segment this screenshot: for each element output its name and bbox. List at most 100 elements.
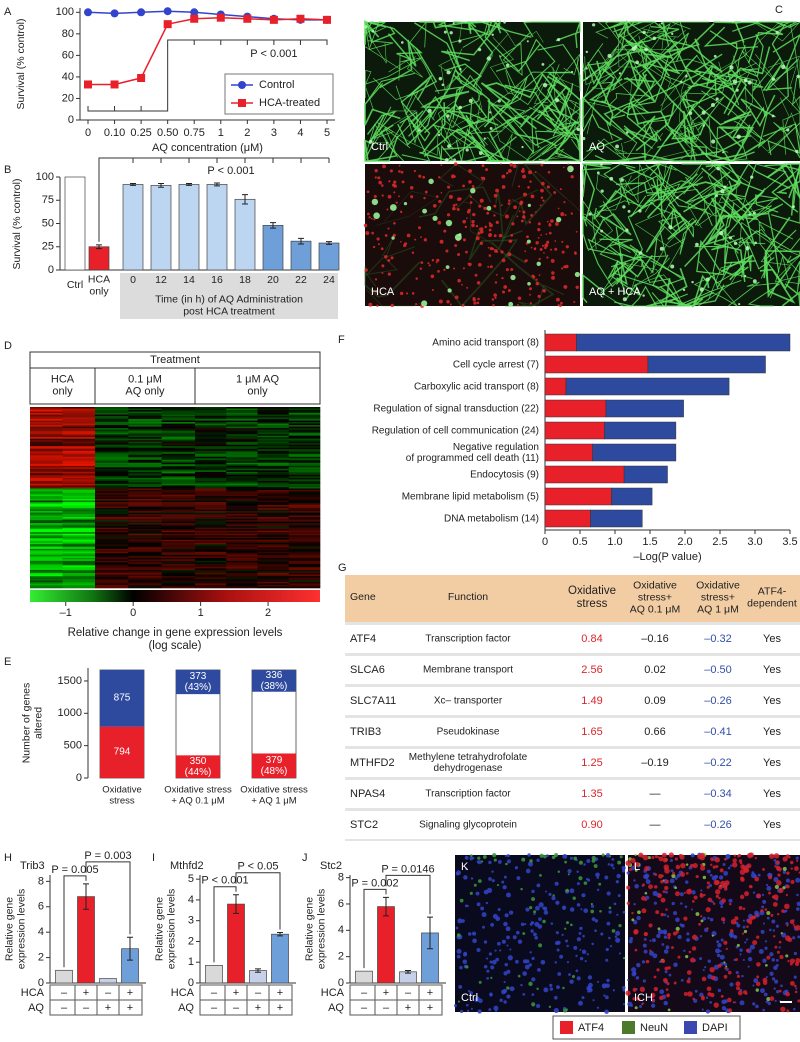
cell (582, 935, 585, 938)
cell (476, 225, 478, 227)
cell (625, 228, 628, 231)
cell (446, 220, 452, 226)
cell (457, 279, 461, 283)
cell (477, 856, 480, 859)
cell (777, 913, 779, 915)
cell (591, 905, 594, 908)
cell (412, 292, 415, 295)
cell (504, 963, 508, 967)
table-cell: –0.32 (704, 633, 732, 645)
cell (527, 240, 531, 244)
cell (454, 1004, 457, 1007)
cell (619, 72, 621, 74)
cell (509, 948, 511, 950)
cell (478, 48, 481, 51)
cell (537, 968, 541, 972)
cell (758, 874, 761, 877)
cell (462, 304, 465, 307)
cell (554, 1008, 559, 1013)
cell (600, 932, 603, 935)
x-tick-label: 3.5 (782, 536, 797, 548)
panel-label: C (775, 4, 783, 16)
cell (495, 189, 499, 193)
cell (566, 921, 569, 924)
cell (691, 281, 693, 283)
cell (521, 858, 525, 862)
cell (615, 145, 619, 149)
cell (494, 234, 497, 237)
cell (382, 164, 386, 168)
cell (636, 976, 640, 980)
cell (638, 209, 641, 212)
cell (715, 948, 720, 953)
micrograph-label: AQ (589, 141, 605, 153)
y-tick-label: 100 (56, 6, 74, 18)
table-cell: –0.26 (704, 819, 732, 831)
cell (708, 898, 713, 903)
cell (473, 302, 476, 305)
cell (779, 990, 782, 993)
table-cell: –0.41 (704, 726, 732, 738)
cell (453, 158, 456, 161)
cell (740, 869, 746, 875)
cell (587, 879, 590, 882)
legend-label: NeuN (640, 1022, 668, 1034)
cell (367, 190, 370, 193)
cell (493, 205, 496, 208)
colorbar-label: Relative change in gene expression level… (68, 627, 283, 653)
cell (504, 981, 506, 983)
cell (623, 911, 626, 914)
cell (393, 222, 396, 225)
cell (471, 220, 474, 223)
cell (529, 287, 532, 290)
table-cell: TRIB3 (350, 726, 381, 738)
cell (700, 866, 705, 871)
cell (574, 253, 576, 255)
cell (775, 1000, 777, 1002)
cell (468, 209, 471, 212)
cell (400, 292, 403, 295)
cell (660, 913, 663, 916)
cell (706, 1009, 710, 1013)
x-tick-label: 24 (323, 275, 335, 287)
cell (631, 918, 634, 921)
cell (549, 984, 552, 987)
cell (732, 862, 737, 867)
cell (573, 857, 577, 861)
cell (762, 868, 765, 871)
cell (786, 879, 790, 883)
panel-label: K (461, 861, 469, 873)
cell (364, 224, 368, 228)
annotation: P = 0.003 (84, 850, 131, 862)
cell (534, 936, 538, 940)
cell (715, 865, 718, 868)
cell (772, 77, 775, 80)
marker (190, 15, 198, 23)
panel-label: F (338, 334, 345, 346)
cell (468, 932, 471, 935)
cell (509, 910, 513, 914)
cell (374, 195, 377, 198)
cell (683, 917, 687, 921)
cell (742, 933, 744, 935)
cell (552, 894, 554, 896)
cell (507, 252, 511, 256)
y-tick-label: 500 (64, 740, 82, 752)
cell (548, 171, 551, 174)
x-tick-label: 0.50 (157, 127, 178, 139)
cell (685, 75, 688, 78)
cell (495, 281, 497, 283)
cell (377, 176, 380, 179)
table-header: Oxidative stress+ AQ 0.1 μM (630, 580, 680, 615)
bar-segment (593, 444, 676, 461)
cell (646, 879, 651, 884)
cell (665, 880, 669, 884)
cell (533, 932, 537, 936)
cell (740, 895, 744, 899)
cell (518, 297, 522, 301)
legend-label: Control (259, 79, 294, 91)
y-tick-label: 60 (62, 49, 74, 61)
cell (527, 282, 531, 286)
cell (722, 151, 724, 153)
cell (692, 900, 695, 903)
